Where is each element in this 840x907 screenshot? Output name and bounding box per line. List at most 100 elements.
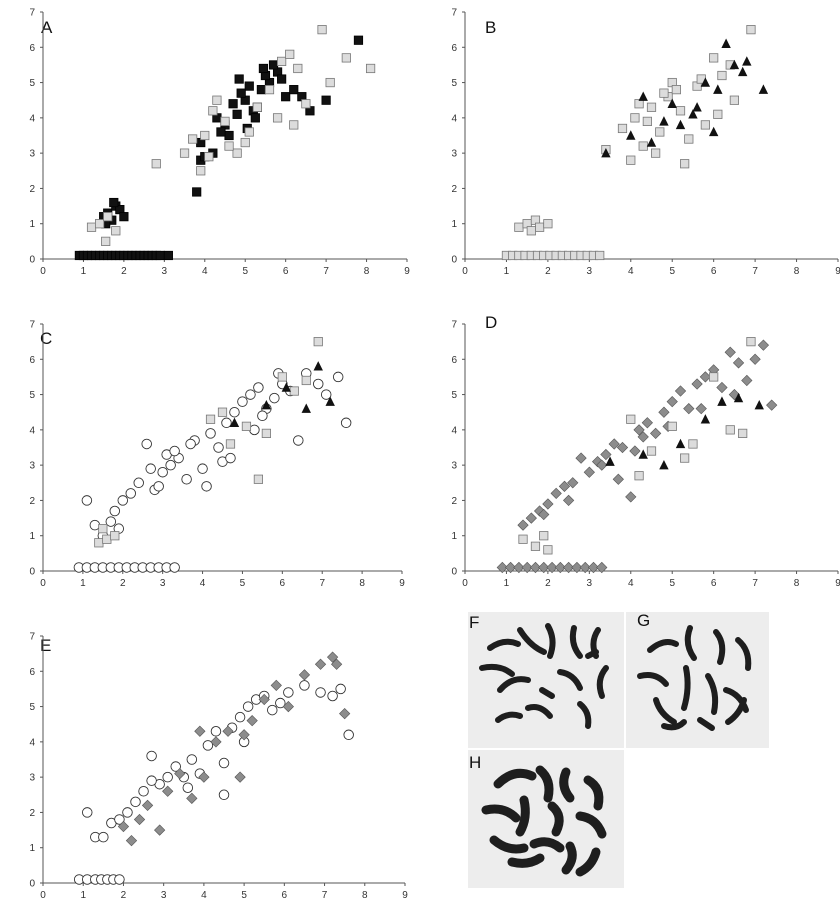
data-point-circle [283,687,294,698]
y-tick-label: 1 [29,843,35,854]
data-point-square [688,439,698,449]
data-point-triangle [758,84,769,94]
data-point-square [646,446,657,456]
y-tick-label: 4 [29,425,35,436]
data-point-circle [218,789,230,801]
y-tick-label: 3 [451,461,457,472]
data-point-diamond [616,441,629,454]
data-point-square [155,250,165,261]
data-point-diamond [591,455,604,468]
data-point-circle [117,495,129,506]
data-point-diamond [234,771,246,783]
data-point-diamond [749,353,761,365]
x-tick-label: 7 [752,578,758,589]
data-point-square [277,372,287,382]
data-point-circle [320,389,332,400]
data-point-circle [249,424,260,436]
data-point-circle [181,474,192,485]
x-tick-label: 1 [80,578,86,589]
data-point-triangle [659,116,669,126]
data-point-circle [245,389,256,400]
data-point-square [196,166,206,176]
data-point-triangle [733,392,744,403]
data-point-square [119,212,129,222]
data-point-diamond [567,477,579,489]
x-tick-label: 3 [587,578,593,589]
y-tick-label: 1 [451,219,457,230]
data-point-square [103,212,113,222]
data-point-square [217,407,228,417]
data-point-circle [327,690,338,702]
data-point-square [281,92,291,102]
y-tick-label: 1 [451,531,457,542]
data-point-square [163,250,173,261]
data-point-diamond [162,785,174,797]
data-point-circle [98,831,109,843]
x-tick-label: 5 [242,266,248,277]
data-point-triangle [688,109,698,119]
data-point-diamond [194,725,206,737]
data-point-square [277,74,287,84]
x-tick-label: 5 [241,890,247,901]
data-point-triangle [261,399,272,410]
data-point-square [261,428,271,438]
x-tick-label: 8 [364,266,370,277]
data-point-square [321,95,331,105]
data-point-diamond [529,561,542,574]
data-point-circle [210,726,222,737]
data-point-diamond [270,679,282,692]
data-point-square [667,421,677,431]
data-point-diamond [496,561,508,574]
data-point-square [317,25,327,35]
data-point-circle [125,488,137,499]
data-point-triangle [700,77,711,87]
data-point-square [680,159,690,169]
data-point-square [240,137,250,148]
data-point-diamond [186,792,198,804]
data-point-circle [141,438,152,450]
y-tick-label: 5 [29,390,35,401]
micrograph-label: H [469,753,481,772]
y-tick-label: 4 [29,113,35,124]
data-point-diamond [133,813,146,826]
data-point-circle [202,740,214,751]
data-point-diamond [282,700,294,713]
data-point-square [228,99,238,109]
y-tick-label: 5 [29,78,35,89]
data-point-diamond [637,431,649,443]
data-point-diamond [550,487,562,499]
data-point-triangle [667,98,677,108]
y-tick-label: 1 [29,531,35,542]
data-point-square [236,88,246,98]
data-point-diamond [298,669,311,681]
scatter-panel-a: A 0 1 2 3 4 5 6 7 8 9 0 1 2 3 4 5 6 7 [29,8,410,278]
data-point-circle [332,371,344,383]
x-tick-label: 9 [404,266,410,277]
data-point-square [671,85,681,95]
data-point-circle [201,481,212,492]
data-point-diamond [608,438,620,450]
data-point-square [655,127,665,137]
data-point-square [341,53,351,63]
data-point-diamond [517,519,529,531]
data-point-triangle [638,449,648,459]
data-point-triangle [638,91,648,101]
data-point-square [204,152,214,162]
data-point-triangle [708,126,719,137]
data-point-diamond [699,371,712,383]
data-point-circle [146,775,157,786]
y-tick-label: 3 [29,461,35,472]
data-point-triangle [646,137,657,147]
data-point-square [188,134,198,144]
y-tick-label: 1 [29,219,35,230]
x-tick-label: 2 [121,266,127,277]
data-point-circle [81,807,93,818]
y-tick-label: 0 [29,255,35,266]
data-point-circle [114,814,125,825]
panel-label: A [41,18,53,37]
y-tick-label: 7 [29,632,35,643]
data-point-circle [170,761,181,772]
x-tick-label: 3 [587,266,593,277]
data-point-square [98,524,108,534]
x-tick-label: 1 [81,266,87,277]
